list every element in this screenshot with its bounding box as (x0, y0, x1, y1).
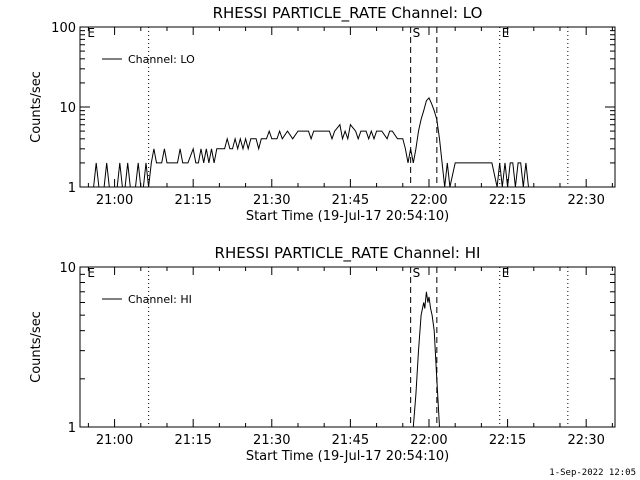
x-tick-label: 21:15 (174, 433, 211, 448)
x-tick-label: 21:30 (253, 433, 290, 448)
x-axis-label: Start Time (19-Jul-17 20:54:10) (246, 449, 449, 464)
edge-marker-label: E (87, 266, 95, 280)
x-tick-label: 22:00 (410, 433, 447, 448)
x-axis-label: Start Time (19-Jul-17 20:54:10) (246, 209, 449, 224)
y-axis-label: Counts/sec (29, 71, 44, 143)
panel-hi: RHESSI PARTICLE_RATE Channel: HI 21:00 21:… (29, 244, 616, 464)
x-tick-label: 21:15 (174, 193, 211, 208)
panel-lo: RHESSI PARTICLE_RATE Channel: LO 21:00 21:… (29, 4, 616, 224)
y-tick-label: 10 (59, 261, 76, 276)
edge-marker-label: E (87, 26, 95, 40)
x-tick-label: 21:45 (332, 193, 369, 208)
x-tick-label: 22:30 (567, 193, 604, 208)
footer-timestamp: 1-Sep-2022 12:05 (549, 468, 636, 478)
y-tick-label: 1 (68, 421, 76, 436)
series-line (412, 291, 440, 428)
event-marker-label: S (413, 26, 421, 40)
legend-entry: Channel: LO (128, 53, 195, 66)
x-tick-label: 21:45 (332, 433, 369, 448)
y-axis-label: Counts/sec (29, 311, 44, 383)
legend-entry: Channel: HI (128, 293, 192, 306)
x-tick-label: 22:15 (489, 433, 526, 448)
x-tick-label: 22:15 (489, 193, 526, 208)
x-tick-label: 22:00 (410, 193, 447, 208)
plot-frame (79, 266, 616, 428)
x-tick-label: 21:30 (253, 193, 290, 208)
event-marker-label: E (502, 266, 510, 280)
x-tick-label: 21:00 (96, 433, 133, 448)
y-tick-label: 100 (51, 21, 76, 36)
x-tick-label: 22:30 (567, 433, 604, 448)
event-marker-label: S (413, 266, 421, 280)
chart-title: RHESSI PARTICLE_RATE Channel: HI (215, 244, 481, 263)
event-marker-label: E (502, 26, 510, 40)
x-tick-label: 21:00 (96, 193, 133, 208)
y-tick-label: 1 (68, 181, 76, 196)
y-tick-label: 10 (59, 101, 76, 116)
series-line (93, 97, 534, 188)
chart-title: RHESSI PARTICLE_RATE Channel: LO (213, 4, 483, 23)
